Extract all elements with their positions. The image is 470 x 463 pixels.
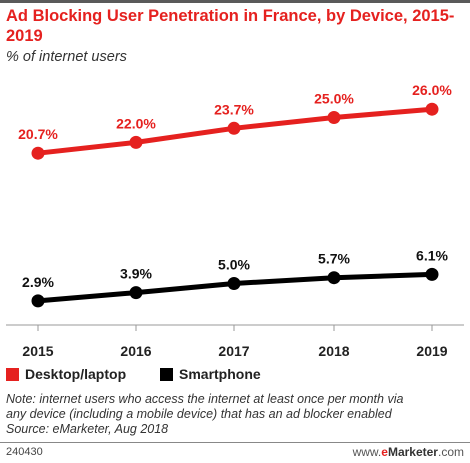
note-line-2: any device (including a mobile device) t… [6, 407, 392, 421]
x-tick-label-2019: 2019 [416, 343, 447, 359]
point-smartphone-2017 [227, 277, 241, 290]
data-label-smartphone-2017: 5.0% [218, 257, 250, 273]
brand-name: Marketer [387, 445, 438, 459]
point-smartphone-2018 [327, 271, 341, 285]
top-rule [0, 0, 470, 3]
legend-swatch-desktop-laptop [6, 367, 19, 381]
point-desktop-laptop-2019 [425, 102, 439, 116]
x-tick-label-2015: 2015 [22, 343, 53, 359]
point-smartphone-2015 [31, 294, 45, 308]
x-tick-label-2018: 2018 [318, 343, 349, 359]
brand-logo: www.eMarketer.com [353, 445, 464, 459]
data-label-smartphone-2015: 2.9% [22, 274, 54, 290]
chart-note: Note: internet users who access the inte… [6, 392, 466, 437]
data-label-desktop-laptop-2017: 23.7% [214, 101, 254, 117]
data-label-smartphone-2016: 3.9% [120, 266, 152, 282]
point-smartphone-2019 [425, 267, 439, 281]
legend-label-desktop-laptop: Desktop/laptop [25, 366, 127, 382]
legend-item-desktop-laptop: Desktop/laptop [6, 366, 126, 382]
legend-item-smartphone: Smartphone [160, 366, 261, 382]
x-tick-label-2017: 2017 [218, 343, 249, 359]
line-chart: 2015 2016 2017 2018 2019 20.7% 22.0% 23.7% 25.0… [6, 82, 464, 359]
point-desktop-laptop-2018 [327, 111, 341, 124]
brand-suffix: .com [437, 445, 464, 459]
legend-label-smartphone: Smartphone [179, 366, 261, 382]
chart-id: 240430 [6, 446, 43, 458]
source-line: Source: eMarketer, Aug 2018 [6, 422, 169, 436]
data-label-desktop-laptop-2015: 20.7% [18, 126, 58, 142]
data-label-smartphone-2018: 5.7% [318, 251, 350, 267]
brand-prefix: www. [352, 445, 382, 459]
point-desktop-laptop-2017 [227, 121, 241, 135]
legend-swatch-smartphone [160, 367, 173, 381]
brand-e: e [381, 445, 388, 459]
note-line-1: Note: internet users who access the inte… [6, 392, 404, 406]
data-label-desktop-laptop-2019: 26.0% [412, 82, 452, 98]
chart-title: Ad Blocking User Penetration in France, … [6, 7, 455, 45]
data-label-desktop-laptop-2016: 22.0% [116, 115, 156, 131]
x-tick-label-2016: 2016 [120, 343, 151, 359]
data-label-desktop-laptop-2018: 25.0% [314, 91, 354, 107]
point-smartphone-2016 [129, 286, 143, 300]
bottom-rule [0, 442, 470, 443]
data-label-smartphone-2019: 6.1% [416, 247, 448, 263]
chart-subtitle: % of internet users [6, 49, 127, 65]
point-desktop-laptop-2015 [31, 146, 45, 160]
point-desktop-laptop-2016 [129, 135, 143, 149]
